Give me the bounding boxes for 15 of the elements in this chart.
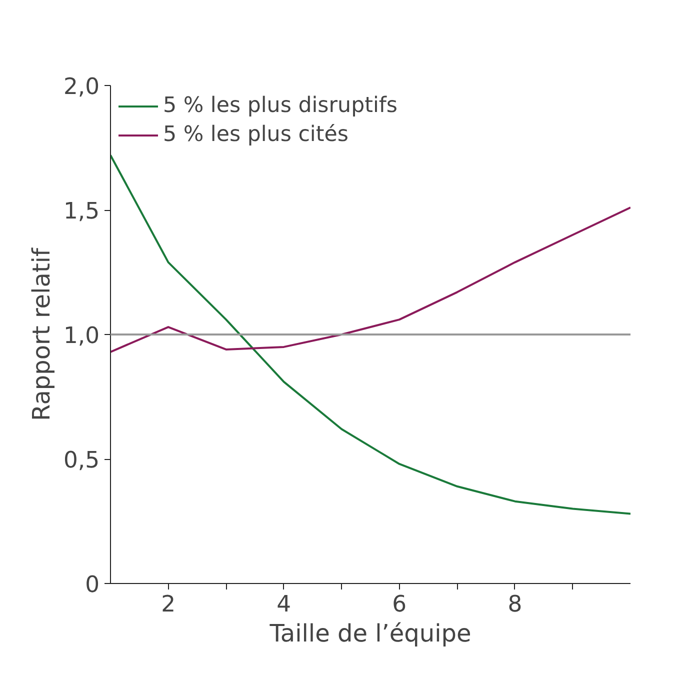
y-tick-label: 2,0 [63,74,100,100]
x-tick-label: 4 [276,592,292,618]
x-axis-title: Taille de l’équipe [268,620,472,648]
y-tick-label: 0 [85,572,100,598]
x-tick-label: 2 [161,592,176,618]
y-tick-label: 1,5 [63,198,100,224]
x-tick-label: 8 [508,592,522,618]
legend-label: 5 % les plus cités [163,122,348,147]
y-axis-title: Rapport relatif [27,247,56,421]
x-tick-label: 6 [392,592,407,618]
y-tick-label: 0,5 [63,448,100,474]
line-series [110,154,630,515]
legend-label: 5 % les plus disruptifs [163,93,398,118]
line-series [110,206,630,353]
y-tick-label: 1,0 [63,323,100,349]
